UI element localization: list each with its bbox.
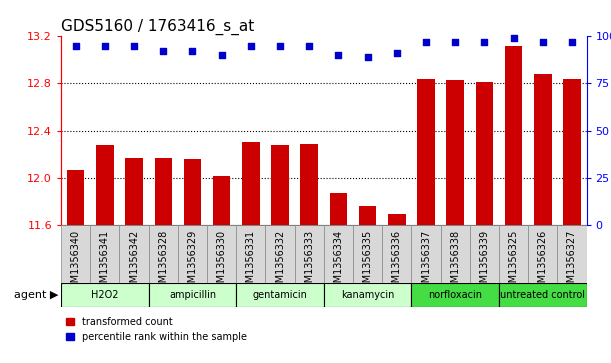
Bar [96, 145, 114, 225]
Text: norfloxacin: norfloxacin [428, 290, 482, 300]
Bar [359, 206, 376, 225]
Bar [236, 225, 265, 283]
Bar [441, 225, 470, 283]
Bar [411, 225, 441, 283]
Bar [499, 283, 587, 307]
Bar [353, 225, 382, 283]
Bar [61, 283, 148, 307]
Text: GSM1356332: GSM1356332 [275, 230, 285, 295]
Point [363, 54, 373, 60]
Bar [301, 144, 318, 225]
Point [71, 43, 81, 49]
Text: gentamicin: gentamicin [252, 290, 307, 300]
Text: GSM1356338: GSM1356338 [450, 230, 460, 295]
Bar [499, 225, 528, 283]
Bar [61, 225, 90, 283]
Bar [207, 225, 236, 283]
Text: GSM1356333: GSM1356333 [304, 230, 314, 295]
Text: GDS5160 / 1763416_s_at: GDS5160 / 1763416_s_at [61, 19, 254, 35]
Bar [148, 283, 236, 307]
Bar [67, 170, 84, 225]
Text: untreated control: untreated control [500, 290, 585, 300]
Bar [411, 283, 499, 307]
Bar [148, 225, 178, 283]
Bar [90, 225, 120, 283]
Bar [417, 79, 435, 225]
Point [158, 49, 168, 54]
Point [246, 43, 256, 49]
Bar [470, 225, 499, 283]
Text: GSM1356335: GSM1356335 [362, 230, 373, 295]
Bar [125, 158, 143, 225]
Text: GSM1356328: GSM1356328 [158, 230, 168, 295]
Bar [120, 225, 148, 283]
Bar [324, 283, 411, 307]
Bar [295, 225, 324, 283]
Bar [330, 193, 347, 225]
Bar [324, 225, 353, 283]
Bar [213, 175, 230, 225]
Bar [236, 283, 324, 307]
Point [275, 43, 285, 49]
Bar [528, 225, 557, 283]
Bar [475, 82, 493, 225]
Bar [155, 158, 172, 225]
Text: GSM1356330: GSM1356330 [217, 230, 227, 295]
Text: GSM1356329: GSM1356329 [188, 230, 197, 295]
Point [480, 39, 489, 45]
Point [509, 35, 519, 41]
Point [188, 49, 197, 54]
Point [538, 39, 547, 45]
Text: GSM1356334: GSM1356334 [334, 230, 343, 295]
Bar [388, 215, 406, 225]
Text: GSM1356337: GSM1356337 [421, 230, 431, 295]
Text: GSM1356327: GSM1356327 [567, 230, 577, 295]
Bar [505, 46, 522, 225]
Text: GSM1356339: GSM1356339 [480, 230, 489, 295]
Point [217, 52, 227, 58]
Text: GSM1356340: GSM1356340 [71, 230, 81, 295]
Text: kanamycin: kanamycin [341, 290, 394, 300]
Bar [178, 225, 207, 283]
Bar [534, 74, 552, 225]
Bar [271, 145, 289, 225]
Bar [447, 80, 464, 225]
Bar [563, 79, 580, 225]
Bar [184, 159, 201, 225]
Bar [265, 225, 295, 283]
Bar [557, 225, 587, 283]
Text: GSM1356336: GSM1356336 [392, 230, 402, 295]
Bar [382, 225, 411, 283]
Point [567, 39, 577, 45]
Legend: transformed count, percentile rank within the sample: transformed count, percentile rank withi… [66, 317, 246, 342]
Point [334, 52, 343, 58]
Text: GSM1356342: GSM1356342 [129, 230, 139, 295]
Text: GSM1356341: GSM1356341 [100, 230, 110, 295]
Bar [242, 142, 260, 225]
Point [100, 43, 110, 49]
Point [421, 39, 431, 45]
Text: GSM1356326: GSM1356326 [538, 230, 548, 295]
Text: ampicillin: ampicillin [169, 290, 216, 300]
Text: GSM1356331: GSM1356331 [246, 230, 256, 295]
Text: agent ▶: agent ▶ [13, 290, 58, 300]
Point [450, 39, 460, 45]
Text: GSM1356325: GSM1356325 [508, 230, 519, 295]
Point [392, 50, 401, 56]
Text: H2O2: H2O2 [91, 290, 119, 300]
Point [304, 43, 314, 49]
Point [129, 43, 139, 49]
